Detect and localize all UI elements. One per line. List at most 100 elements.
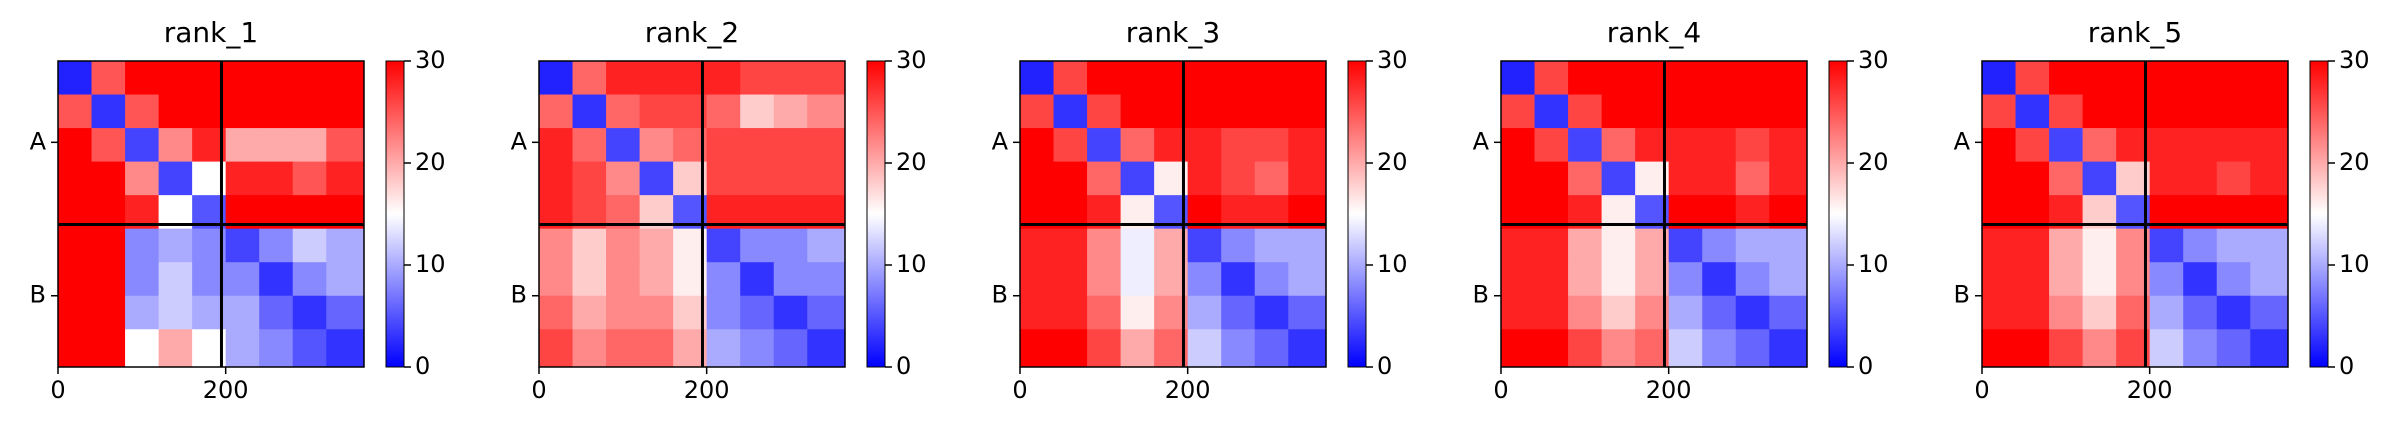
heatmap-cell [158,61,193,96]
colorbar-tick-label: 10 [1858,250,1889,278]
heatmap-cell [740,61,775,96]
heatmap-cell [807,61,846,96]
colorbar [1828,60,1848,368]
colorbar-tick-label: 30 [1858,46,1889,74]
heatmap-cell [706,262,741,297]
heatmap-cell [1769,329,1808,368]
heatmap-cell [1702,228,1737,263]
panel-title: rank_3 [1126,16,1220,49]
heatmap-cell [2082,228,2117,263]
heatmap-cell [2250,128,2289,163]
heatmap-cell [773,295,808,330]
heatmap-cell [773,329,808,368]
panel-title: rank_2 [645,16,739,49]
heatmap-cell [2216,61,2251,96]
heatmap-cell [2250,295,2289,330]
heatmap-cell [1568,61,1603,96]
heatmap-cell [1187,295,1222,330]
heatmap-cell [1053,329,1088,368]
x-tick-label: 0 [50,376,65,404]
plot-frame [1500,60,1808,368]
heatmap-cell [2049,128,2084,163]
heatmap-cell [1020,94,1055,129]
x-tick-label: 0 [1012,376,1027,404]
heatmap-cell [807,128,846,163]
heatmap-cell [1501,228,1536,263]
heatmap-cell [539,94,574,129]
heatmap-cell [1568,262,1603,297]
heatmap-cell [1982,329,2017,368]
heatmap-cell [158,329,193,368]
heatmap-cell [706,228,741,263]
heatmap-cell [1221,94,1256,129]
colorbar-tick-label: 20 [415,148,446,176]
heatmap-cell [1087,262,1122,297]
heatmap-cell [2049,295,2084,330]
heatmap-cell [572,161,607,196]
heatmap-cell [2183,128,2218,163]
heatmap-cell [158,295,193,330]
heatmap-cell [125,61,160,96]
x-tick-label: 0 [1974,376,1989,404]
heatmap-cell [1735,329,1770,368]
heatmap-cell [2250,61,2289,96]
heatmap-cell [91,329,126,368]
heatmap-cell [1601,228,1636,263]
colorbar-tick-label: 30 [1377,46,1408,74]
colorbar-tick-label: 0 [1377,352,1392,380]
heatmap-cell [1668,295,1703,330]
panel: rank_5 0 200 A B 0 10 20 30 [1954,16,2370,404]
heatmap-cell [1221,262,1256,297]
heatmap-cell [572,295,607,330]
heatmap-cell [2082,329,2117,368]
heatmap-cell [1982,61,2017,96]
heatmap-cell [1702,128,1737,163]
heatmap-cell [1668,161,1703,196]
heatmap-cell [2049,161,2084,196]
heatmap-cell [1568,128,1603,163]
heatmap-cell [1053,295,1088,330]
heatmap-cell [1735,61,1770,96]
heatmap-cell [1120,128,1155,163]
heatmap-cell [740,228,775,263]
heatmap-cell [1769,128,1808,163]
heatmap-cell [125,228,160,263]
colorbar-tick-label: 20 [2339,148,2370,176]
heatmap-cell [2216,262,2251,297]
heatmap-cell [2149,228,2184,263]
heatmap-cell [1053,262,1088,297]
heatmap-cell [606,262,641,297]
heatmap-cell [2015,94,2050,129]
panel-title: rank_4 [1607,16,1701,49]
heatmap-cell [1087,94,1122,129]
heatmap-cell [326,262,365,297]
heatmap-cell [292,61,327,96]
heatmap-cell [1534,228,1569,263]
heatmap-cell [2149,128,2184,163]
heatmap-cell [1087,128,1122,163]
heatmap-cell [1601,329,1636,368]
heatmap-cell [606,228,641,263]
heatmap-cell [1288,329,1327,368]
heatmap-cell [1087,161,1122,196]
heatmap-cell [259,295,294,330]
x-tick-label: 0 [1493,376,1508,404]
plot-frame [1019,60,1327,368]
heatmap-cell [2149,262,2184,297]
heatmap-cell [1601,161,1636,196]
heatmap-cell [1254,228,1289,263]
heatmap-cell [1288,228,1327,263]
heatmap-cell [572,329,607,368]
colorbar [2309,60,2329,368]
heatmap-cell [58,161,93,196]
heatmap-cell [606,94,641,129]
heatmap-cell [1501,128,1536,163]
colorbar-tick-label: 20 [1377,148,1408,176]
heatmap-cell [58,61,93,96]
heatmap-cell [225,329,260,368]
heatmap-cell [58,128,93,163]
heatmap-cell [2183,94,2218,129]
heatmap-cell [1254,329,1289,368]
heatmap-cell [539,128,574,163]
heatmap-cell [773,94,808,129]
